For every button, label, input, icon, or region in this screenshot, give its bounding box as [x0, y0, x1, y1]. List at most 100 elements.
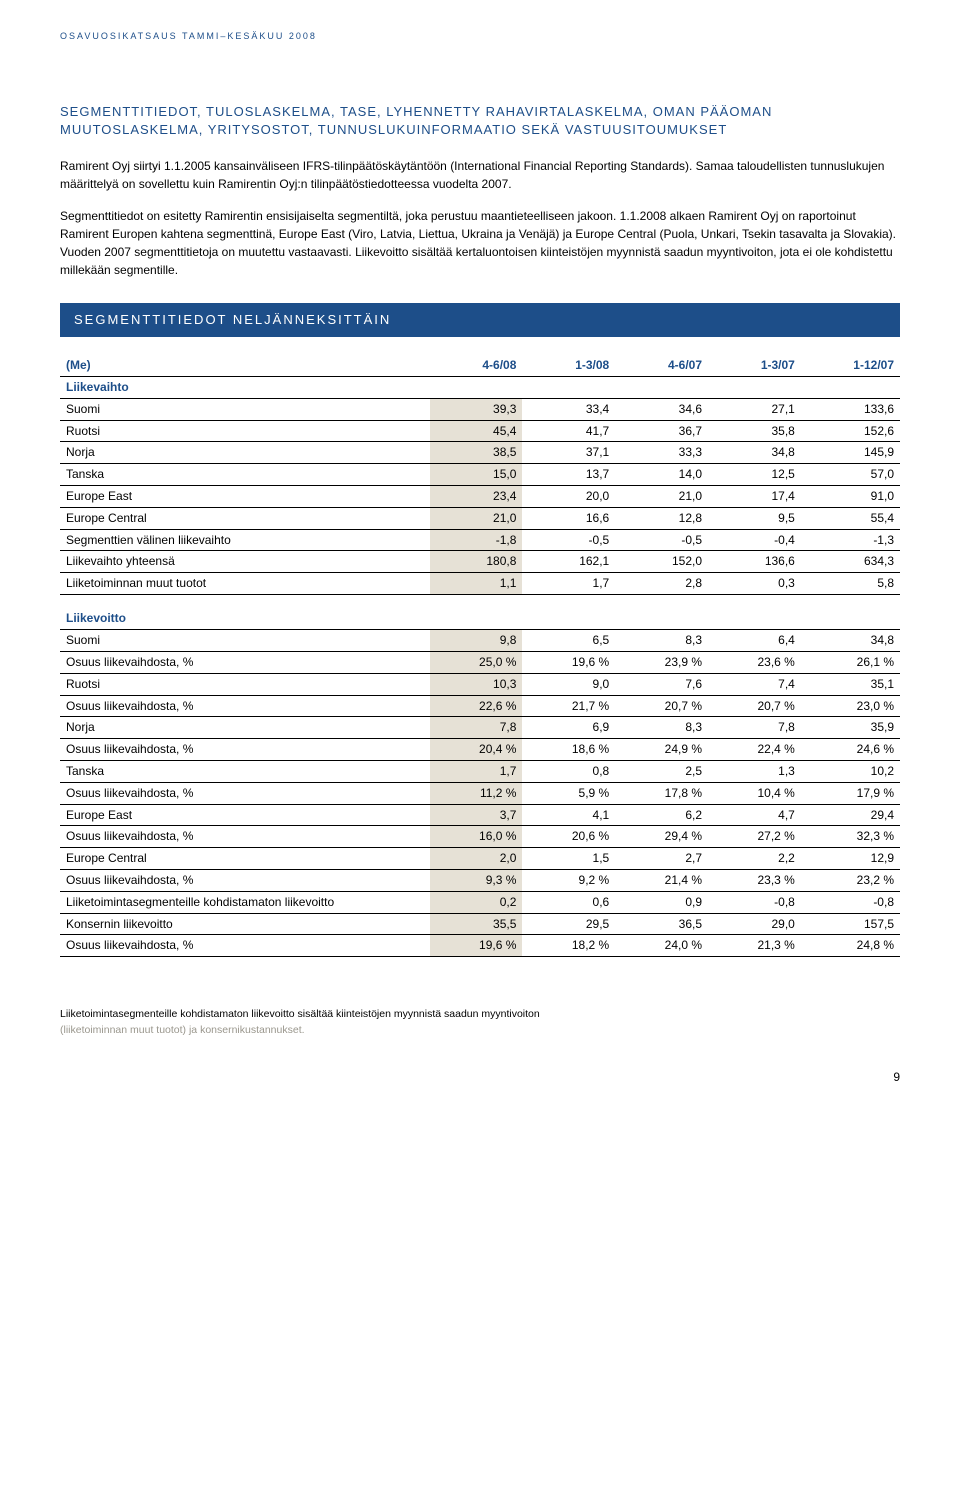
cell-value: 34,6 — [615, 398, 708, 420]
cell-value: 2,7 — [615, 848, 708, 870]
cell-value: 1,1 — [430, 573, 523, 595]
cell-value: 24,0 % — [615, 935, 708, 957]
cell-value: 13,7 — [522, 464, 615, 486]
cell-value: 27,2 % — [708, 826, 801, 848]
cell-value: 20,0 — [522, 485, 615, 507]
col-period: 4-6/08 — [430, 355, 523, 376]
cell-value: 29,5 — [522, 913, 615, 935]
cell-value: 22,6 % — [430, 695, 523, 717]
cell-value: 152,0 — [615, 551, 708, 573]
cell-value: 7,6 — [615, 673, 708, 695]
row-label: Osuus liikevaihdosta, % — [60, 869, 430, 891]
cell-value: 157,5 — [801, 913, 900, 935]
cell-value: 11,2 % — [430, 782, 523, 804]
table-row: Suomi9,86,58,36,434,8 — [60, 630, 900, 652]
cell-value: 6,5 — [522, 630, 615, 652]
cell-value: 23,0 % — [801, 695, 900, 717]
cell-value: 9,3 % — [430, 869, 523, 891]
cell-value: 14,0 — [615, 464, 708, 486]
cell-value: 4,1 — [522, 804, 615, 826]
table-row: Segmenttien välinen liikevaihto-1,8-0,5-… — [60, 529, 900, 551]
table-row: Tanska1,70,82,51,310,2 — [60, 761, 900, 783]
cell-value: 136,6 — [708, 551, 801, 573]
spacer-row — [60, 594, 900, 608]
cell-value: 8,3 — [615, 717, 708, 739]
col-period: 1-3/08 — [522, 355, 615, 376]
cell-value: 10,2 — [801, 761, 900, 783]
cell-value: 6,9 — [522, 717, 615, 739]
cell-value: 2,5 — [615, 761, 708, 783]
cell-value: 24,8 % — [801, 935, 900, 957]
cell-value: 34,8 — [708, 442, 801, 464]
cell-value: -0,5 — [615, 529, 708, 551]
table-section-row: Liikevoitto — [60, 608, 900, 629]
cell-value: 23,2 % — [801, 869, 900, 891]
section-banner: SEGMENTTITIEDOT NELJÄNNEKSITTÄIN — [60, 303, 900, 337]
cell-value: 0,6 — [522, 891, 615, 913]
cell-value: 19,6 % — [522, 652, 615, 674]
table-section-row: Liikevaihto — [60, 376, 900, 398]
cell-value: 32,3 % — [801, 826, 900, 848]
col-period: 1-12/07 — [801, 355, 900, 376]
row-label: Osuus liikevaihdosta, % — [60, 739, 430, 761]
cell-value: -0,4 — [708, 529, 801, 551]
cell-value: 91,0 — [801, 485, 900, 507]
intro-paragraph-1: Ramirent Oyj siirtyi 1.1.2005 kansainväl… — [60, 157, 900, 193]
table-row: Liikevaihto yhteensä180,8162,1152,0136,6… — [60, 551, 900, 573]
cell-value: 0,2 — [430, 891, 523, 913]
col-label: (Me) — [60, 355, 430, 376]
row-label: Europe Central — [60, 507, 430, 529]
cell-value: 9,2 % — [522, 869, 615, 891]
table-row: Europe East23,420,021,017,491,0 — [60, 485, 900, 507]
cell-value: 12,8 — [615, 507, 708, 529]
cell-value: 17,9 % — [801, 782, 900, 804]
section-label: Liikevoitto — [60, 608, 900, 629]
cell-value: 0,3 — [708, 573, 801, 595]
cell-value: 17,8 % — [615, 782, 708, 804]
footnote-text: Liiketoimintasegmenteille kohdistamaton … — [60, 1008, 540, 1020]
cell-value: 5,8 — [801, 573, 900, 595]
cell-value: 23,6 % — [708, 652, 801, 674]
table-row: Europe Central2,01,52,72,212,9 — [60, 848, 900, 870]
cell-value: 9,0 — [522, 673, 615, 695]
cell-value: 19,6 % — [430, 935, 523, 957]
row-label: Norja — [60, 442, 430, 464]
section-label: Liikevaihto — [60, 376, 900, 398]
row-label: Liikevaihto yhteensä — [60, 551, 430, 573]
cell-value: 10,4 % — [708, 782, 801, 804]
row-label: Suomi — [60, 630, 430, 652]
page-header: OSAVUOSIKATSAUS TAMMI–KESÄKUU 2008 — [60, 30, 900, 43]
cell-value: 2,2 — [708, 848, 801, 870]
row-label: Ruotsi — [60, 673, 430, 695]
cell-value: 6,4 — [708, 630, 801, 652]
table-row: Osuus liikevaihdosta, %22,6 %21,7 %20,7 … — [60, 695, 900, 717]
cell-value: 9,5 — [708, 507, 801, 529]
cell-value: 12,5 — [708, 464, 801, 486]
cell-value: 3,7 — [430, 804, 523, 826]
cell-value: 8,3 — [615, 630, 708, 652]
row-label: Europe East — [60, 485, 430, 507]
cell-value: 16,6 — [522, 507, 615, 529]
table-row: Europe Central21,016,612,89,555,4 — [60, 507, 900, 529]
row-label: Liiketoiminnan muut tuotot — [60, 573, 430, 595]
table-row: Osuus liikevaihdosta, %25,0 %19,6 %23,9 … — [60, 652, 900, 674]
cell-value: 152,6 — [801, 420, 900, 442]
row-label: Konsernin liikevoitto — [60, 913, 430, 935]
cell-value: 7,8 — [430, 717, 523, 739]
cell-value: 25,0 % — [430, 652, 523, 674]
row-label: Suomi — [60, 398, 430, 420]
row-label: Tanska — [60, 761, 430, 783]
footnote-text-grey: (liiketoiminnan muut tuotot) ja konserni… — [60, 1024, 305, 1036]
cell-value: 18,6 % — [522, 739, 615, 761]
cell-value: 26,1 % — [801, 652, 900, 674]
row-label: Segmenttien välinen liikevaihto — [60, 529, 430, 551]
cell-value: 36,7 — [615, 420, 708, 442]
cell-value: 21,4 % — [615, 869, 708, 891]
cell-value: 35,8 — [708, 420, 801, 442]
cell-value: 34,8 — [801, 630, 900, 652]
table-row: Osuus liikevaihdosta, %9,3 %9,2 %21,4 % 2… — [60, 869, 900, 891]
table-row: Liiketoiminnan muut tuotot1,11,72,80,35,… — [60, 573, 900, 595]
cell-value: 10,3 — [430, 673, 523, 695]
row-label: Osuus liikevaihdosta, % — [60, 782, 430, 804]
cell-value: 133,6 — [801, 398, 900, 420]
